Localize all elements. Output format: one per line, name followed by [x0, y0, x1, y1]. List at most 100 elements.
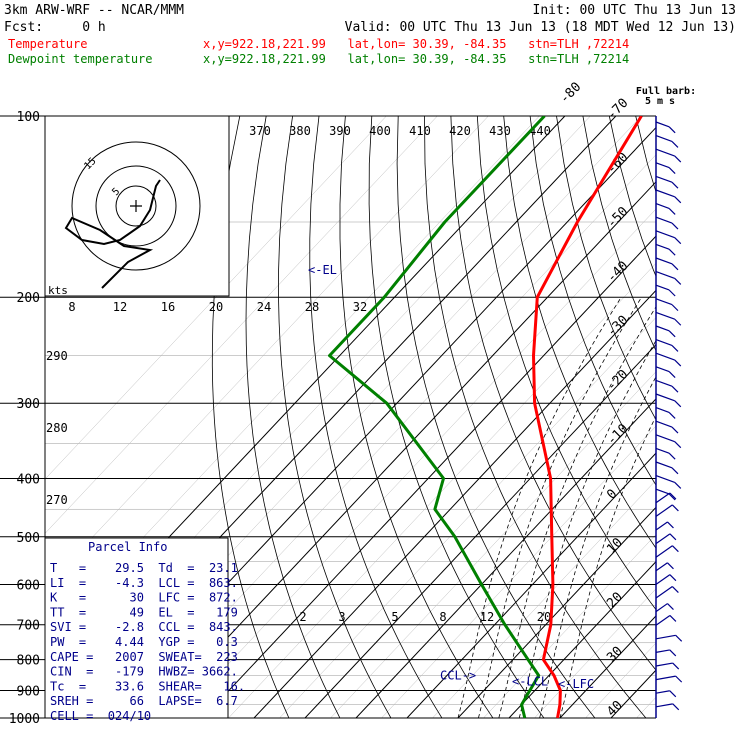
dry-adiabat: [715, 116, 740, 718]
dry-adiabat: [636, 116, 740, 718]
parcel-info-row: Tc = 33.6 SHEAR= 16.: [50, 679, 245, 693]
wind-barb-feather: [675, 360, 681, 366]
wind-barb-feather: [669, 453, 675, 459]
barb-legend-line2: 5 m s: [645, 96, 675, 107]
wind-barb-feather: [669, 208, 675, 214]
mixing-ratio-upper-label: 12: [113, 300, 127, 314]
theta-left-label: 270: [46, 493, 68, 507]
wind-barb-feather: [676, 676, 682, 682]
parcel-info-row: PW = 4.44 YGP = 0.3: [50, 635, 238, 649]
wind-barb: [656, 149, 675, 156]
mixing-ratio-lower-label: 2: [299, 610, 306, 624]
wind-barb: [656, 258, 672, 264]
wind-barb: [656, 489, 669, 494]
theta-label: 420: [449, 124, 471, 138]
wind-barb: [656, 299, 672, 305]
wind-barb-feather: [672, 427, 678, 433]
temperature-tick-label: -30: [604, 313, 631, 340]
temperature-tick-label: 20: [604, 590, 626, 612]
minor-isotherm: [535, 116, 740, 718]
wind-barb-feather: [669, 290, 675, 296]
mixing-ratio-upper-label: 24: [257, 300, 271, 314]
wind-barb-feather: [670, 650, 676, 656]
wind-barb-feather: [670, 534, 676, 540]
minor-isotherm: [331, 116, 740, 718]
wind-barb: [656, 650, 670, 652]
dewpoint-location: x,y=922.18,221.99 lat,lon= 30.39, -84.35…: [203, 52, 629, 66]
pressure-label-500: 500: [17, 531, 40, 546]
wind-barb: [656, 476, 675, 483]
minor-isotherm: [637, 116, 740, 718]
dry-adiabat: [310, 116, 442, 718]
wind-barb: [656, 163, 669, 168]
temperature-location: x,y=922.18,221.99 lat,lon= 30.39, -84.35…: [203, 37, 629, 51]
wind-barb: [656, 244, 669, 249]
pressure-label-800: 800: [17, 654, 40, 669]
wind-barb-feather: [672, 223, 678, 229]
wind-barb-feather: [675, 401, 681, 407]
parcel-info-panel: Parcel Info T = 29.5 Td = 23.1LI = -4.3 …: [45, 538, 245, 723]
isotherm: [458, 116, 740, 718]
pressure-label-1000: 1000: [9, 712, 40, 727]
dry-adiabat: [279, 116, 391, 718]
wind-barb-feather: [667, 522, 673, 528]
wind-barb-feather: [672, 546, 678, 552]
wind-barb: [656, 493, 670, 503]
wind-barb: [656, 190, 675, 197]
wind-barb: [656, 676, 676, 679]
init-time: Init: 00 UTC Thu 13 Jun 13: [533, 3, 737, 18]
wind-barb: [656, 704, 673, 707]
wind-barb: [656, 326, 669, 331]
mixing-ratio-upper-label: 20: [209, 300, 223, 314]
temperature-tick-label: 40: [604, 698, 626, 720]
wind-barb: [656, 505, 672, 516]
wind-barb: [656, 408, 669, 413]
kts-label: kts: [48, 284, 68, 297]
wind-barb-feather: [675, 319, 681, 325]
theta-label: 370: [249, 124, 271, 138]
wind-barb: [656, 204, 669, 209]
wind-barb: [656, 353, 675, 360]
wind-barb-feather: [675, 482, 681, 488]
wind-barb-feather: [670, 615, 676, 621]
dry-adiabat: [557, 116, 740, 718]
isotherm: [356, 116, 740, 718]
wind-barb-feather: [675, 156, 681, 162]
wind-barb: [656, 380, 672, 386]
dry-adiabat: [340, 116, 493, 718]
temperature-tick-label: -70: [604, 96, 631, 123]
pressure-label-600: 600: [17, 578, 40, 593]
wind-barb-feather: [669, 331, 675, 337]
wind-barb-feather: [669, 168, 675, 174]
theta-label: 400: [369, 124, 391, 138]
mixing-ratio-lower-label: 8: [439, 610, 446, 624]
parcel-info-row: CAPE = 2007 SWEAT= 223: [50, 650, 238, 664]
wind-barb: [656, 575, 670, 585]
mixing-ratio-lower-label: 5: [391, 610, 398, 624]
theta-left-label: 280: [46, 421, 68, 435]
wind-barb: [656, 663, 673, 666]
wind-barb-feather: [672, 305, 678, 311]
wind-barb: [656, 604, 667, 612]
wind-barb-feather: [676, 635, 682, 641]
wind-barb: [656, 421, 672, 427]
temperature-tick-label: -10: [604, 421, 631, 448]
wind-barb-feather: [669, 249, 675, 255]
annotation-ccl: CCL->: [440, 668, 476, 682]
pressure-label-200: 200: [17, 291, 40, 306]
parcel-info-row: CIN = -179 HWBZ= 3662.: [50, 665, 238, 679]
wind-barb-feather: [672, 587, 678, 593]
wind-barb-feather: [667, 604, 673, 610]
wind-barb-feather: [675, 442, 681, 448]
dry-adiabat: [609, 116, 740, 718]
wind-barb: [656, 231, 675, 238]
dry-adiabat: [246, 116, 340, 718]
wind-barb-feather: [675, 238, 681, 244]
temperature-legend: Temperature: [8, 37, 87, 51]
theta-label: 430: [489, 124, 511, 138]
parcel-info-row: SREH = 66 LAPSE= 6.7: [50, 694, 238, 708]
wind-barb: [656, 563, 667, 571]
mixing-ratio-lower-label: 20: [537, 610, 551, 624]
pressure-label-900: 900: [17, 684, 40, 699]
wind-barb: [656, 312, 675, 319]
